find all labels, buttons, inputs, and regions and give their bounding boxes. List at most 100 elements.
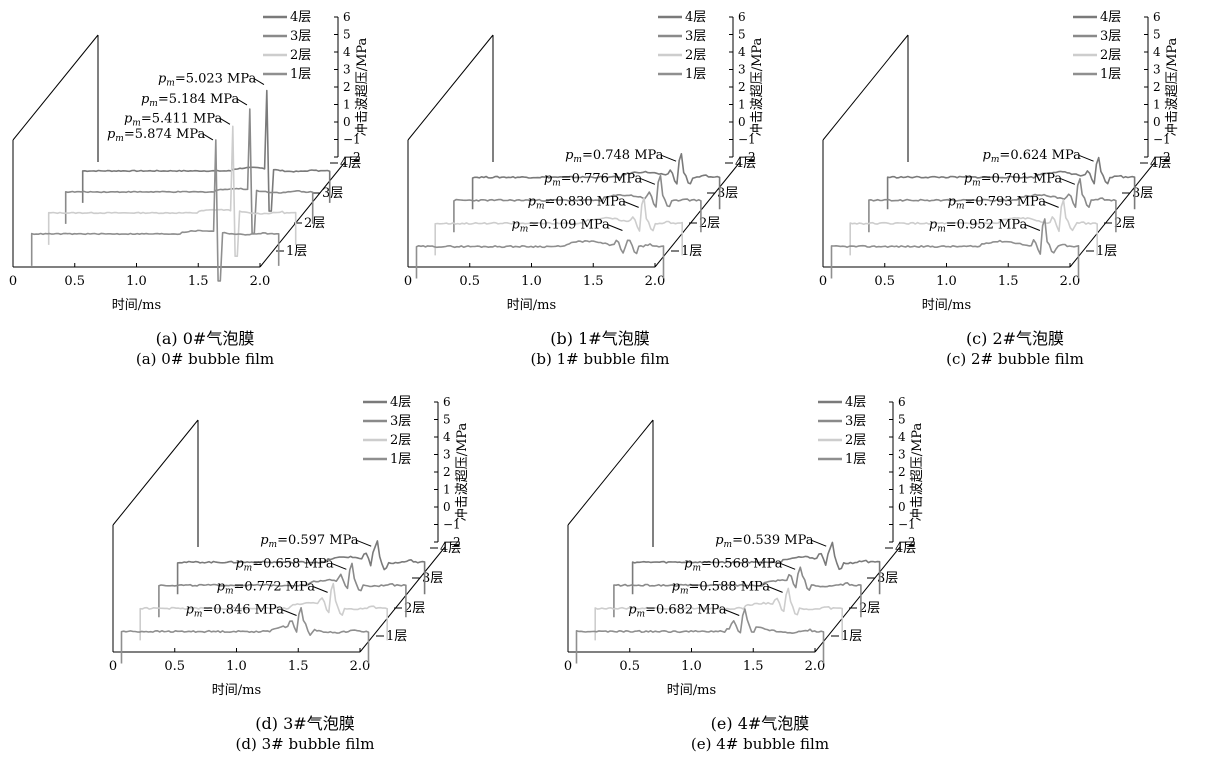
layer-label: 4层 bbox=[440, 541, 461, 556]
annotation-leader bbox=[607, 224, 623, 231]
x-tick-label: 1.5 bbox=[288, 659, 309, 674]
annotation-leader bbox=[356, 539, 372, 547]
legend-label: 2层 bbox=[290, 48, 311, 63]
caption-cn: (c) 2#气泡膜 bbox=[965, 329, 1065, 348]
series-line-2层 bbox=[594, 587, 844, 641]
x-tick-label: 0.5 bbox=[164, 659, 185, 674]
panel-c: 0 0.5 1.0 1.5 2.0 时间/ms 6 5 4 3 2 1 0 −1 −2 冲击波超压/MPa 4层… bbox=[815, 5, 1205, 390]
series-line-1层 bbox=[575, 608, 825, 664]
pm-annotation: pm=5.411 MPa bbox=[124, 111, 223, 128]
depth-axis bbox=[359, 546, 446, 653]
pm-annotation: pm=0.588 MPa bbox=[672, 579, 771, 596]
layer-label: 1层 bbox=[681, 244, 702, 259]
legend-label: 4层 bbox=[390, 395, 411, 410]
axes-frame bbox=[407, 34, 741, 268]
x-axis-label: 时间/ms bbox=[507, 298, 556, 313]
z-axis-label: 冲击波超压/MPa bbox=[1165, 37, 1180, 136]
annotation-leader bbox=[281, 609, 297, 616]
z-tick-label: −2 bbox=[343, 150, 361, 164]
z-tick-label: 4 bbox=[343, 45, 351, 59]
pm-annotation: pm=0.701 MPa bbox=[964, 171, 1063, 188]
depth-axis bbox=[654, 161, 741, 268]
caption-en: (d) 3# bubble film bbox=[235, 735, 375, 753]
z-tick-label: −1 bbox=[443, 518, 461, 532]
pm-annotation: pm=0.772 MPa bbox=[217, 579, 316, 596]
x-tick-label: 1.5 bbox=[998, 274, 1019, 289]
legend-label: 2层 bbox=[390, 433, 411, 448]
legend-label: 1层 bbox=[845, 452, 866, 467]
x-tick-label: 1.0 bbox=[226, 659, 247, 674]
frame-top-diagonal bbox=[407, 34, 494, 141]
depth-axis bbox=[814, 546, 901, 653]
chart-e: 0 0.5 1.0 1.5 2.0 时间/ms 6 5 4 3 2 1 0 −1 −2 冲击波超压/MPa 4层… bbox=[564, 395, 925, 698]
frame-top-diagonal bbox=[112, 419, 199, 526]
z-tick-label: 5 bbox=[738, 28, 746, 42]
pm-annotation: pm=0.568 MPa bbox=[684, 556, 783, 573]
z-tick-label: 0 bbox=[443, 500, 451, 514]
annotation-leader bbox=[1059, 177, 1076, 185]
z-tick-label: 4 bbox=[898, 430, 906, 444]
x-tick-label: 2.0 bbox=[645, 274, 666, 289]
pm-annotation: pm=0.952 MPa bbox=[929, 218, 1028, 235]
layer-label: 3层 bbox=[877, 571, 898, 586]
z-tick-label: −1 bbox=[898, 518, 916, 532]
legend-label: 4层 bbox=[1100, 10, 1121, 25]
x-tick-label: 0.5 bbox=[459, 274, 480, 289]
x-axis-label: 时间/ms bbox=[667, 683, 716, 698]
x-tick-label: 1.0 bbox=[681, 659, 702, 674]
z-tick-label: 1 bbox=[1153, 98, 1161, 112]
annotation-leader bbox=[312, 585, 328, 593]
pm-annotation: pm=0.793 MPa bbox=[948, 194, 1047, 211]
depth-axis bbox=[259, 161, 346, 268]
x-axis-label: 时间/ms bbox=[212, 683, 261, 698]
z-tick-label: 5 bbox=[443, 413, 451, 427]
annotation-leader bbox=[660, 154, 677, 162]
series-line-2层 bbox=[47, 125, 297, 257]
x-tick-label: 0 bbox=[109, 659, 117, 674]
z-tick-label: −2 bbox=[443, 535, 461, 549]
z-tick-label: 1 bbox=[443, 483, 451, 497]
layer-label: 3层 bbox=[322, 186, 343, 201]
z-tick-label: 5 bbox=[898, 413, 906, 427]
frame-top-diagonal bbox=[567, 419, 654, 526]
panel-d: 0 0.5 1.0 1.5 2.0 时间/ms 6 5 4 3 2 1 0 −1 −2 冲击波超压/MPa 4层… bbox=[105, 390, 505, 775]
pm-annotation: pm=0.682 MPa bbox=[628, 603, 727, 620]
legend-label: 4层 bbox=[290, 10, 311, 25]
series-line-1层 bbox=[120, 607, 370, 664]
x-tick-label: 1.5 bbox=[743, 659, 764, 674]
z-tick-label: 1 bbox=[343, 98, 351, 112]
x-tick-label: 1.5 bbox=[188, 274, 209, 289]
caption-en: (c) 2# bubble film bbox=[946, 350, 1084, 368]
z-tick-label: 0 bbox=[738, 115, 746, 129]
depth-axis bbox=[1069, 161, 1156, 268]
layer-label: 3层 bbox=[422, 571, 443, 586]
z-tick-label: −1 bbox=[1153, 133, 1171, 147]
z-tick-label: 6 bbox=[898, 395, 906, 409]
pm-annotation: pm=0.846 MPa bbox=[186, 603, 285, 620]
legend-label: 2层 bbox=[845, 433, 866, 448]
axes-frame bbox=[12, 34, 346, 268]
x-tick-label: 0 bbox=[564, 659, 572, 674]
annotation-leader bbox=[767, 585, 783, 593]
x-tick-label: 0.5 bbox=[619, 659, 640, 674]
z-tick-label: 6 bbox=[738, 10, 746, 24]
caption-cn: (d) 3#气泡膜 bbox=[255, 714, 355, 733]
layer-label: 1层 bbox=[286, 244, 307, 259]
legend-label: 1层 bbox=[685, 67, 706, 82]
x-tick-label: 0 bbox=[9, 274, 17, 289]
z-tick-label: −2 bbox=[898, 535, 916, 549]
x-tick-label: 2.0 bbox=[250, 274, 271, 289]
pm-annotation: pm=0.776 MPa bbox=[544, 171, 643, 188]
layer-label: 1层 bbox=[841, 629, 862, 644]
z-tick-label: 5 bbox=[1153, 28, 1161, 42]
chart-a: 0 0.5 1.0 1.5 2.0 时间/ms 6 5 4 3 2 1 0 −1 −2 冲击波超压/MPa 4层… bbox=[9, 10, 370, 313]
z-axis-label: 冲击波超压/MPa bbox=[750, 37, 765, 136]
series-line-2层 bbox=[139, 582, 389, 641]
z-tick-label: 1 bbox=[738, 98, 746, 112]
z-tick-label: 2 bbox=[898, 465, 906, 479]
z-tick-label: 3 bbox=[898, 448, 906, 462]
caption-cn: (e) 4#气泡膜 bbox=[710, 714, 810, 733]
annotation-leader bbox=[811, 539, 827, 547]
legend-label: 3层 bbox=[845, 414, 866, 429]
